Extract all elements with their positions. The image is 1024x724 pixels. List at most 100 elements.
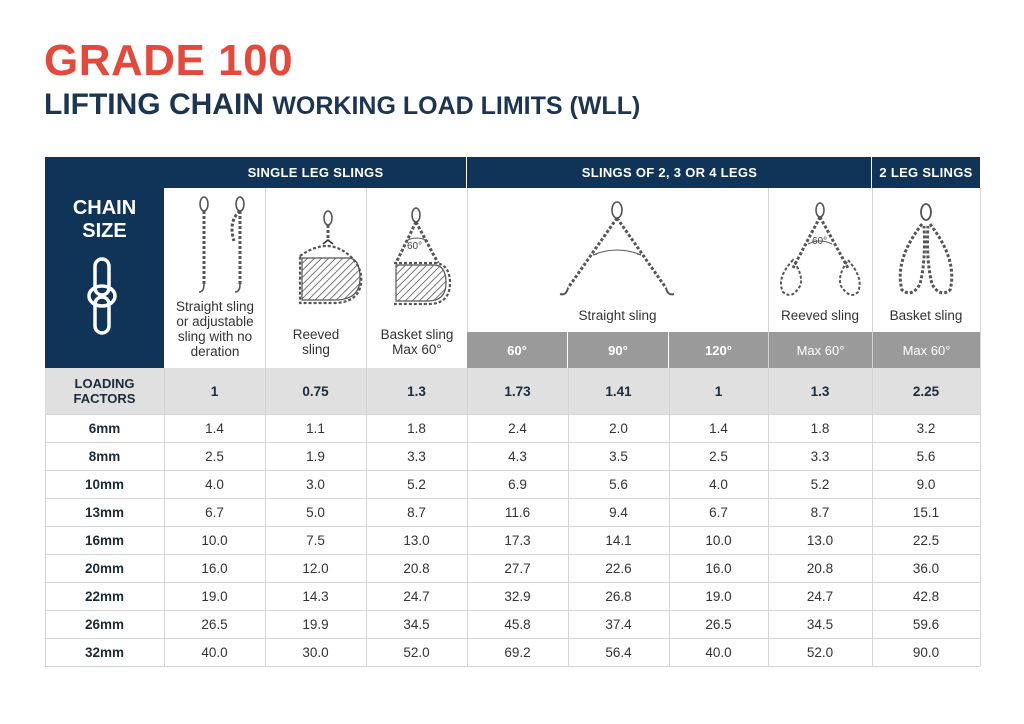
row-divider (45, 526, 980, 527)
wll-value-cell: 5.6 (916, 448, 936, 464)
wll-value-cell: 4.0 (709, 476, 728, 492)
column-divider (164, 368, 165, 666)
column-divider (366, 368, 367, 666)
page-title: GRADE 100 (44, 36, 294, 85)
wll-value-cell: 2.0 (609, 420, 628, 436)
column-divider (872, 188, 873, 368)
column-divider (366, 188, 367, 368)
wll-value-cell: 56.4 (605, 644, 632, 660)
row-divider (45, 582, 980, 583)
wll-value-cell: 10.0 (201, 532, 228, 548)
wll-value-cell: 5.6 (609, 476, 628, 492)
reeved-multi-leg-diagram: 60° (780, 202, 861, 296)
wll-value-cell: 5.2 (810, 476, 830, 492)
wll-value-cell: 34.5 (806, 616, 834, 632)
caption-line: Straight sling (175, 299, 255, 314)
wll-value-cell: 9.4 (609, 504, 628, 520)
column-divider (265, 188, 266, 368)
wll-value-cell: 24.7 (403, 588, 430, 604)
wll-value-cell: 5.0 (306, 504, 325, 520)
straight-multi-leg-diagram (559, 201, 675, 296)
header-divider (466, 157, 467, 188)
chain-size-cell: 22mm (84, 588, 125, 604)
chain-size-cell: 26mm (84, 616, 125, 632)
diagram-angle-label: 60° (407, 241, 422, 252)
wll-value-cell: 36.0 (912, 560, 940, 576)
chain-size-cell: 8mm (88, 448, 121, 464)
chain-size-label-line-1: CHAIN (72, 197, 137, 219)
caption-line: sling with no (177, 329, 253, 344)
wll-value-cell: 9.0 (916, 476, 936, 492)
wll-value-cell: 90.0 (912, 644, 940, 660)
basket-sling-diagram: 60° (394, 207, 452, 306)
wll-value-cell: 11.6 (504, 504, 531, 520)
wll-value-cell: 2.5 (709, 448, 728, 464)
column-divider (467, 368, 468, 666)
wll-value-cell: 20.8 (806, 560, 834, 576)
caption-line: deration (190, 344, 240, 359)
wll-value-cell: 2.4 (508, 420, 527, 436)
wll-value-cell: 22.5 (912, 532, 940, 548)
row-divider (45, 638, 980, 639)
chain-size-cell: 10mm (84, 476, 125, 492)
wll-value-cell: 15.1 (912, 504, 940, 520)
wll-value-cell: 2.5 (205, 448, 224, 464)
caption-reeved-sling: Reeved sling (266, 327, 366, 357)
wll-value-cell: 1.8 (810, 420, 830, 436)
wll-value-cell: 3.5 (609, 448, 628, 464)
chain-size-label: CHAIN SIZE (45, 197, 164, 243)
subtitle-part-2: WORKING LOAD LIMITS (WLL) (272, 92, 641, 120)
wll-value-cell: 19.9 (302, 616, 329, 632)
wll-value-cell: 10.0 (705, 532, 732, 548)
wll-value-cell: 1.4 (709, 420, 728, 436)
wll-value-cell: 3.2 (916, 420, 936, 436)
wll-value-cell: 45.8 (504, 616, 531, 632)
caption-basket-two-leg: Basket sling (889, 308, 963, 323)
wll-value-cell: 32.9 (504, 588, 531, 604)
column-divider (467, 188, 468, 368)
wll-value-cell: 27.7 (504, 560, 531, 576)
wll-value-cell: 1.8 (407, 420, 426, 436)
wll-value-cell: 13.0 (403, 532, 430, 548)
caption-line: Max 60° (392, 342, 442, 357)
loading-factor-cell: 1 (714, 383, 723, 399)
caption-basket-sling: Basket sling Max 60° (367, 327, 467, 357)
chain-link-icon (87, 257, 117, 335)
wll-value-cell: 69.2 (504, 644, 531, 660)
caption-line: Reeved (292, 327, 340, 342)
column-divider (45, 414, 46, 666)
loading-factor-cell: 1.41 (605, 383, 632, 399)
straight-sling-diagram (198, 196, 245, 293)
loading-factors-label: LOADING FACTORS (45, 368, 164, 414)
loading-factors-label-line-1: LOADING (74, 376, 135, 391)
wll-value-cell: 19.0 (705, 588, 732, 604)
loading-factor-cell: 1.73 (504, 383, 531, 399)
loading-factor-cell: 1.3 (407, 383, 426, 399)
loading-factors-row (164, 368, 980, 414)
wll-value-cell: 8.7 (407, 504, 426, 520)
wll-value-cell: 16.0 (705, 560, 732, 576)
row-divider (45, 554, 980, 555)
row-divider (45, 610, 980, 611)
wll-value-cell: 17.3 (504, 532, 531, 548)
chain-size-cell: 13mm (84, 504, 125, 520)
wll-value-cell: 34.5 (403, 616, 430, 632)
chain-size-cell: 20mm (84, 560, 125, 576)
angle-cell-90: 90° (568, 332, 668, 368)
caption-line: sling (302, 342, 330, 357)
wll-value-cell: 59.6 (912, 616, 940, 632)
wll-value-cell: 7.5 (306, 532, 325, 548)
group-header-multi-leg: SLINGS OF 2, 3 OR 4 LEGS (467, 157, 872, 188)
row-divider (45, 470, 980, 471)
wll-value-cell: 14.3 (302, 588, 329, 604)
wll-value-cell: 52.0 (403, 644, 430, 660)
chain-size-cell: 32mm (84, 644, 125, 660)
angle-cell-basket-max: Max 60° (873, 332, 980, 368)
loading-factor-cell: 1 (210, 383, 219, 399)
wll-value-cell: 52.0 (806, 644, 834, 660)
wll-value-cell: 42.8 (912, 588, 940, 604)
wll-value-cell: 14.1 (605, 532, 632, 548)
wll-value-cell: 8.7 (810, 504, 830, 520)
row-divider (45, 414, 980, 415)
chain-size-header: CHAIN SIZE (45, 157, 164, 368)
